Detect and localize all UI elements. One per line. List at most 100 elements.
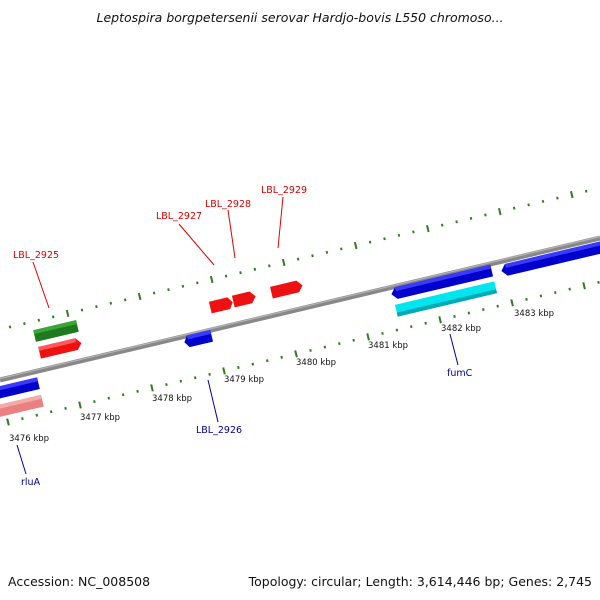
kbp-label-3477: 3477 kbp <box>80 413 120 423</box>
kbp-label-3478: 3478 kbp <box>152 394 192 404</box>
forward-tick-minor <box>383 237 386 241</box>
gene-feature-rluA[interactable] <box>0 377 40 399</box>
accession-text: Accession: NC_008508 <box>8 574 151 589</box>
reverse-tick-major <box>150 384 154 392</box>
reverse-tick-major <box>222 367 226 375</box>
reverse-tick-minor <box>352 338 355 342</box>
leader-LBL_2926 <box>207 379 219 423</box>
reverse-tick-minor <box>410 325 413 329</box>
gene-label-fumC: fumC <box>447 368 473 379</box>
forward-tick-minor <box>152 291 156 295</box>
forward-tick-minor <box>412 230 415 234</box>
forward-tick-minor <box>181 284 185 288</box>
gene-label-LBL_2925: LBL_2925 <box>13 250 59 261</box>
forward-strand-ticks <box>8 189 588 329</box>
reverse-tick-minor <box>64 406 67 410</box>
gene-feature-LBL_2929[interactable] <box>270 279 304 299</box>
forward-tick-major <box>65 309 70 318</box>
forward-tick-minor <box>584 189 588 193</box>
reverse-tick-minor <box>395 328 399 332</box>
gene-feature-LBL_2925[interactable] <box>38 337 83 359</box>
forward-tick-minor <box>253 267 257 271</box>
reverse-tick-minor <box>179 379 183 383</box>
kbp-label-3476: 3476 kbp <box>9 434 49 444</box>
map-title: Leptospira borgpetersenii serovar Hardjo… <box>96 10 504 25</box>
gene-label-LBL_2927: LBL_2927 <box>156 211 202 222</box>
forward-tick-minor <box>239 271 242 275</box>
reverse-tick-minor <box>338 342 341 346</box>
forward-tick-minor <box>196 281 199 285</box>
leader-rluA <box>16 444 27 475</box>
reverse-tick-major <box>366 333 370 341</box>
gene-label-LBL_2928: LBL_2928 <box>205 199 251 210</box>
reverse-tick-minor <box>251 362 255 366</box>
forward-tick-minor <box>95 305 98 309</box>
forward-tick-major <box>281 258 286 267</box>
chromosome-backbone <box>0 235 600 383</box>
forward-tick-minor <box>311 254 314 258</box>
leader-LBL_2925 <box>32 261 50 309</box>
reverse-tick-minor <box>381 331 384 335</box>
reverse-tick-major <box>510 299 514 307</box>
forward-tick-major <box>498 207 502 216</box>
reverse-tick-major <box>582 282 586 290</box>
gene-feature-LBL_2928[interactable] <box>231 290 257 308</box>
genome-summary-text: Topology: circular; Length: 3,614,446 bp… <box>248 574 592 589</box>
reverse-tick-minor <box>453 314 456 318</box>
forward-tick-minor <box>527 203 530 207</box>
gene-feature-fumC[interactable] <box>390 264 494 300</box>
reverse-tick-major <box>294 350 298 358</box>
reverse-tick-minor <box>568 287 571 291</box>
reverse-tick-minor <box>597 280 600 284</box>
gene-feature-LBL_2927[interactable] <box>208 296 234 314</box>
reverse-tick-minor <box>208 372 211 376</box>
reverse-tick-minor <box>467 311 471 315</box>
reverse-tick-minor <box>539 294 543 298</box>
leader-LBL_2929 <box>277 196 284 249</box>
reverse-tick-minor <box>309 348 312 352</box>
reverse-tick-minor <box>165 383 168 387</box>
gene-label-rluA: rluA <box>21 477 41 488</box>
reverse-tick-major <box>438 316 442 324</box>
forward-tick-minor <box>51 315 55 319</box>
leader-fumC <box>449 333 459 366</box>
reverse-tick-minor <box>21 417 24 421</box>
kbp-label-3483: 3483 kbp <box>514 309 554 319</box>
forward-tick-major <box>137 292 142 301</box>
forward-tick-minor <box>512 206 516 210</box>
gene-feature-cyan[interactable] <box>394 281 498 317</box>
gene-feature-green[interactable] <box>33 320 79 342</box>
forward-tick-minor <box>8 325 12 329</box>
forward-tick-minor <box>541 199 545 203</box>
kbp-label-3480: 3480 kbp <box>296 358 336 368</box>
forward-tick-minor <box>123 298 127 302</box>
forward-tick-minor <box>224 274 228 278</box>
kbp-label-3481: 3481 kbp <box>368 341 408 351</box>
kbp-label-3482: 3482 kbp <box>441 324 481 334</box>
forward-tick-minor <box>340 247 343 251</box>
kbp-label-3479: 3479 kbp <box>224 375 264 385</box>
gene-feature-blue-right[interactable] <box>500 240 600 277</box>
forward-tick-minor <box>268 264 271 268</box>
forward-tick-minor <box>556 196 559 200</box>
forward-tick-minor <box>469 216 473 220</box>
forward-tick-minor <box>397 233 401 237</box>
chromosome-backbone-highlight <box>0 236 600 380</box>
leader-LBL_2927 <box>178 223 215 266</box>
forward-tick-minor <box>440 223 444 227</box>
reverse-tick-minor <box>323 345 327 349</box>
reverse-tick-major <box>6 418 10 426</box>
reverse-tick-minor <box>193 376 197 380</box>
reverse-tick-minor <box>525 297 528 301</box>
leader-LBL_2928 <box>227 209 236 259</box>
forward-tick-minor <box>455 220 458 224</box>
gene-feature-pink[interactable] <box>0 394 44 418</box>
gene-feature-LBL_2926[interactable] <box>183 329 214 348</box>
reverse-tick-minor <box>266 359 269 363</box>
forward-tick-minor <box>23 322 26 326</box>
forward-tick-minor <box>325 250 329 254</box>
reverse-strand-ticks <box>6 280 600 426</box>
reverse-tick-minor <box>136 389 139 393</box>
gene-label-LBL_2929: LBL_2929 <box>261 185 307 196</box>
